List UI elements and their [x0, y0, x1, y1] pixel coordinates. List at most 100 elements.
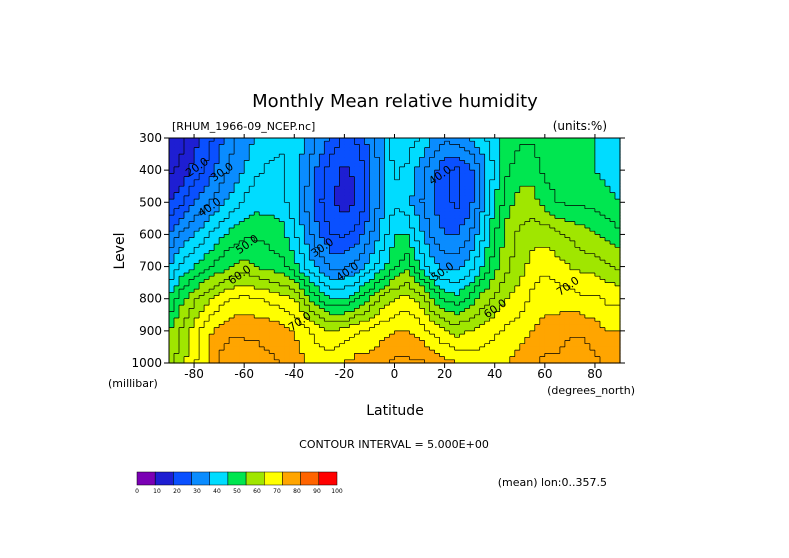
field-cell: [404, 263, 411, 268]
field-cell: [554, 221, 561, 226]
field-cell: [199, 160, 205, 165]
field-cell: [279, 234, 285, 239]
field-cell: [569, 292, 576, 297]
field-cell: [394, 263, 401, 268]
field-cell: [544, 208, 551, 213]
field-cell: [339, 199, 345, 203]
field-cell: [219, 183, 225, 187]
field-cell: [544, 218, 551, 223]
field-cell: [384, 179, 391, 184]
field-cell: [454, 234, 461, 239]
field-cell: [394, 202, 401, 207]
field-cell: [514, 192, 521, 197]
field-cell: [379, 189, 386, 194]
field-cell: [414, 250, 421, 255]
field-cell: [449, 282, 456, 287]
field-cell: [324, 289, 330, 293]
field-cell: [229, 279, 235, 284]
field-cell: [374, 256, 381, 261]
field-cell: [534, 285, 541, 290]
field-cell: [344, 237, 350, 242]
field-cell: [344, 211, 350, 216]
field-cell: [414, 256, 421, 261]
field-cell: [559, 269, 566, 274]
field-cell: [264, 279, 270, 284]
field-cell: [214, 205, 220, 210]
field-cell: [384, 292, 391, 297]
field-cell: [524, 179, 531, 184]
field-cell: [549, 208, 556, 213]
field-cell: [269, 179, 275, 184]
field-cell: [359, 289, 366, 293]
field-cell: [559, 276, 566, 281]
field-cell: [334, 138, 340, 142]
field-cell: [464, 292, 471, 297]
field-cell: [374, 163, 381, 168]
field-cell: [574, 273, 581, 277]
field-cell: [554, 170, 561, 174]
field-cell: [549, 199, 556, 203]
field-cell: [189, 141, 195, 146]
field-cell: [304, 224, 310, 229]
field-cell: [584, 276, 591, 281]
field-cell: [419, 166, 426, 171]
field-cell: [204, 173, 210, 178]
field-cell: [244, 205, 250, 210]
field-cell: [529, 160, 536, 165]
field-cell: [269, 202, 275, 207]
field-cell: [379, 221, 386, 226]
field-cell: [559, 234, 566, 239]
field-cell: [209, 176, 215, 181]
field-cell: [214, 273, 220, 277]
field-cell: [234, 250, 240, 255]
field-cell: [274, 266, 280, 271]
field-cell: [569, 192, 576, 197]
field-cell: [449, 189, 456, 194]
field-cell: [439, 253, 446, 258]
field-cell: [389, 282, 396, 287]
field-cell: [614, 202, 621, 207]
field-cell: [369, 189, 376, 194]
field-cell: [309, 289, 315, 293]
field-cell: [609, 234, 616, 239]
field-cell: [234, 147, 240, 152]
field-cell: [294, 218, 300, 223]
field-cell: [399, 276, 406, 281]
field-cell: [179, 195, 185, 200]
field-cell: [509, 141, 516, 146]
field-cell: [599, 176, 606, 181]
field-cell: [179, 298, 185, 303]
field-cell: [244, 163, 250, 168]
field-cell: [224, 157, 230, 162]
field-cell: [394, 266, 401, 271]
field-cell: [254, 154, 260, 158]
field-cell: [384, 166, 391, 171]
field-cell: [534, 221, 541, 226]
field-cell: [299, 147, 305, 152]
field-cell: [249, 189, 255, 194]
field-cell: [294, 163, 300, 168]
field-cell: [589, 195, 596, 200]
field-cell: [179, 160, 185, 165]
field-cell: [184, 147, 190, 152]
field-cell: [209, 208, 215, 213]
field-cell: [584, 269, 591, 274]
field-cell: [239, 205, 245, 210]
field-cell: [379, 285, 386, 290]
field-cell: [424, 195, 431, 200]
field-cell: [204, 215, 210, 219]
field-cell: [269, 154, 275, 158]
field-cell: [194, 195, 200, 200]
field-cell: [359, 244, 366, 248]
field-cell: [174, 166, 180, 171]
field-cell: [284, 228, 290, 232]
field-cell: [284, 150, 290, 155]
field-cell: [184, 138, 190, 142]
field-cell: [354, 240, 361, 245]
field-cell: [279, 269, 285, 274]
field-cell: [614, 176, 621, 181]
field-cell: [589, 231, 596, 236]
field-cell: [324, 256, 330, 261]
field-cell: [464, 199, 471, 203]
field-cell: [599, 144, 606, 149]
